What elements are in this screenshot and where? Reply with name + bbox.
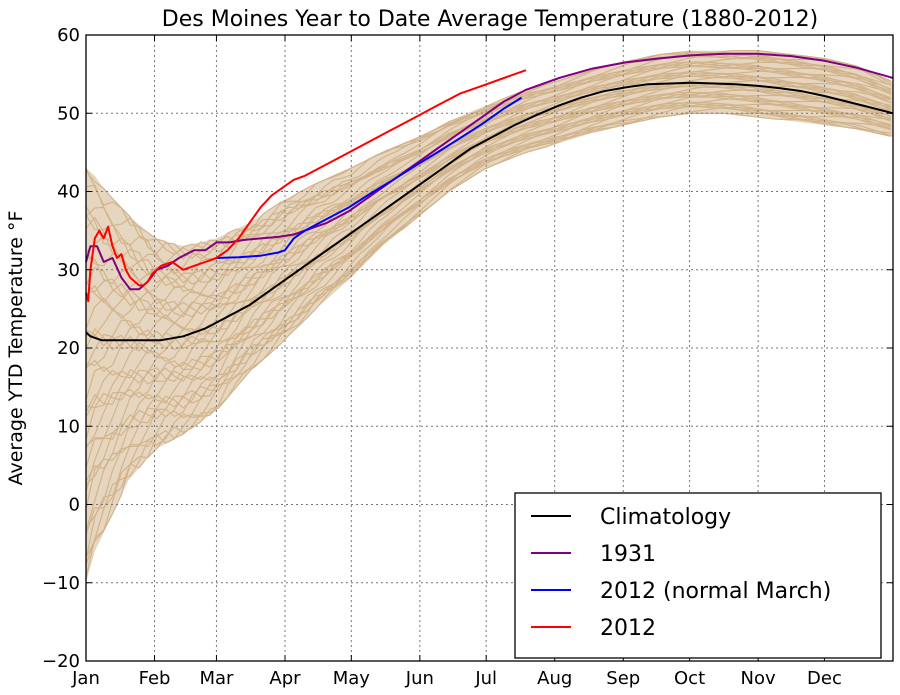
series-line-climatology [85, 81, 894, 342]
historical-year-line [85, 89, 891, 440]
x-tick-label-oct: Oct [674, 668, 705, 689]
x-tick-label-mar: Mar [199, 668, 234, 689]
y-tick-label: 10 [57, 416, 80, 437]
legend-label-2012: 2012 [600, 616, 656, 641]
y-tick-label: 60 [57, 25, 80, 46]
legend-label-2012-normal-march: 2012 (normal March) [600, 579, 831, 604]
historical-year-line [85, 63, 891, 311]
series-line-2012 [85, 69, 527, 303]
x-tick-label-feb: Feb [139, 668, 171, 689]
y-axis-label: Average YTD Temperature °F [5, 211, 27, 486]
historical-year-line [85, 105, 892, 532]
series-line-1931 [85, 52, 894, 291]
x-tick-label-sep: Sep [606, 668, 640, 689]
historical-year-line [85, 70, 892, 318]
y-tick-label: 30 [57, 260, 80, 281]
x-axis-ticks: Jan Feb Mar Apr May Jun Jul Aug Sep Oct Nov Dec [71, 35, 842, 689]
historical-year-line [85, 75, 892, 329]
historical-year-line [85, 93, 891, 486]
x-tick-label-jan: Jan [71, 668, 100, 689]
y-tick-label: −10 [42, 573, 80, 594]
historical-year-line [85, 101, 891, 535]
historical-year-line [85, 91, 891, 492]
chart-title: Des Moines Year to Date Average Temperat… [162, 7, 818, 32]
legend: Climatology 1931 2012 (normal March) 201… [514, 492, 882, 659]
y-tick-label: 0 [69, 495, 80, 516]
y-tick-label: −20 [42, 651, 80, 672]
historical-year-line [85, 91, 891, 469]
legend-label-climatology: Climatology [600, 505, 731, 530]
historical-year-line [85, 94, 892, 449]
x-tick-label-may: May [333, 668, 371, 689]
x-tick-label-nov: Nov [741, 668, 776, 689]
historical-year-line [85, 71, 891, 347]
x-tick-label-dec: Dec [807, 668, 842, 689]
historical-years-band [85, 50, 893, 583]
historical-year-line [85, 94, 892, 447]
x-tick-label-jul: Jul [474, 668, 497, 689]
y-tick-label: 50 [57, 103, 80, 124]
x-tick-label-apr: Apr [269, 668, 301, 689]
historical-year-line [85, 72, 892, 337]
historical-year-line [85, 64, 892, 289]
y-tick-label: 40 [57, 182, 80, 203]
y-tick-label: 20 [57, 338, 80, 359]
historical-year-line [85, 98, 891, 482]
x-tick-label-aug: Aug [537, 668, 572, 689]
legend-label-1931: 1931 [600, 542, 656, 567]
historical-year-line [85, 103, 892, 510]
historical-year-line [85, 51, 891, 275]
series-line-2012-normal-march [216, 96, 523, 259]
x-tick-label-jun: Jun [405, 668, 434, 689]
historical-year-line [85, 51, 892, 265]
y-axis-ticks: −20 −10 0 10 20 30 40 50 60 [42, 25, 893, 672]
historical-year-line [85, 65, 892, 318]
series-lines [85, 52, 894, 342]
legend-box [514, 492, 882, 659]
